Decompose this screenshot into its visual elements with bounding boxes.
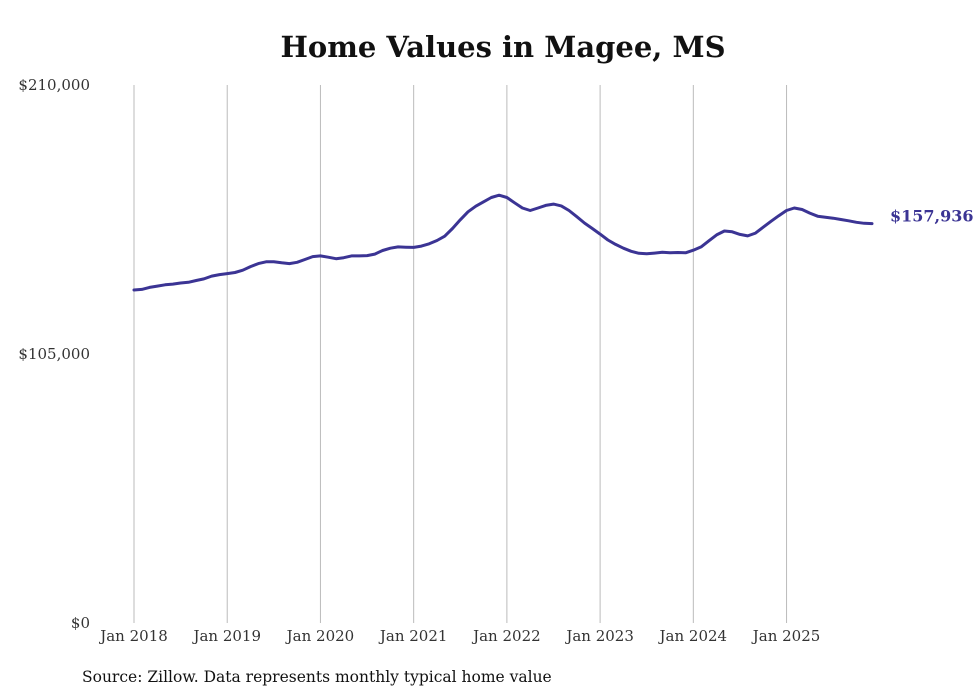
chart-source-note: Source: Zillow. Data represents monthly … <box>82 668 552 686</box>
y-tick-label-2: $210,000 <box>18 76 90 94</box>
gridlines <box>133 85 788 623</box>
x-tick-label-2: Jan 2020 <box>285 627 355 645</box>
x-tick-label-1: Jan 2019 <box>191 627 261 645</box>
x-tick-label-6: Jan 2024 <box>658 627 728 645</box>
x-axis-ticks: Jan 2018 Jan 2019 Jan 2020 Jan 2021 Jan 2022… <box>98 627 820 645</box>
chart-title: Home Values in Magee, MS <box>280 30 726 64</box>
series-layer <box>132 193 874 292</box>
y-tick-label-0: $0 <box>71 614 90 632</box>
x-tick-label-7: Jan 2025 <box>751 627 821 645</box>
end-value-label: $157,936 <box>890 207 974 226</box>
y-axis-ticks: $0 $105,000 $210,000 <box>18 76 90 632</box>
y-tick-label-1: $105,000 <box>18 345 90 363</box>
x-tick-label-4: Jan 2022 <box>471 627 541 645</box>
series-line-0 <box>132 193 874 292</box>
x-tick-label-0: Jan 2018 <box>98 627 168 645</box>
x-tick-label-3: Jan 2021 <box>378 627 448 645</box>
x-tick-label-5: Jan 2023 <box>564 627 634 645</box>
